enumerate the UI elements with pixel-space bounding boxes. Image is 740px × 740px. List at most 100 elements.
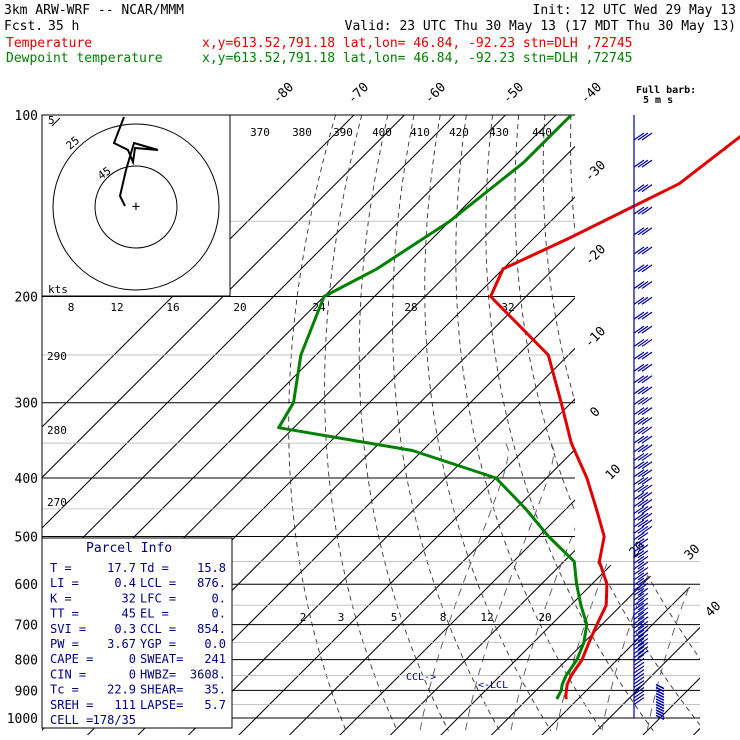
temperature-tick-label: -30: [582, 158, 609, 185]
ccl-marker: CCL->: [406, 672, 436, 683]
theta-label: 390: [333, 126, 353, 139]
temperature-tick-label: 0: [587, 404, 603, 420]
pressure-tick-label: 900: [15, 684, 38, 699]
wind-barb: [633, 642, 649, 651]
theta-label: 410: [410, 126, 430, 139]
isotherm-line: [486, 115, 700, 735]
parcel-info-cell: LI =: [50, 576, 79, 590]
parcel-info-cell: 178/35: [93, 713, 136, 727]
mixing-ratio-label: 2: [300, 611, 307, 624]
parcel-info-cell: SVI =: [50, 622, 86, 636]
wind-barb: [633, 484, 653, 493]
wind-barb: [633, 159, 653, 168]
wind-barb: [633, 597, 649, 606]
parcel-info-cell: 0.: [212, 591, 226, 605]
wind-barb: [633, 469, 653, 478]
temperature-tick-label: -40: [578, 80, 605, 107]
fcst-value: 35 h: [48, 19, 79, 34]
parcel-info-cell: 0.3: [114, 622, 136, 636]
isotherm-line: [183, 115, 700, 735]
parcel-info-cell: 17.7: [107, 561, 136, 575]
mixing-ratio-label: 8: [440, 611, 447, 624]
parcel-info-cell: CAPE =: [50, 652, 93, 666]
theta-label: 420: [449, 126, 469, 139]
dry-adiabat-line: [392, 115, 501, 732]
parcel-info-cell: YGP =: [140, 637, 176, 651]
wind-barb: [633, 311, 653, 320]
wind-barb: [633, 532, 649, 541]
dry-adiabat-line: [648, 115, 700, 732]
dry-adiabat-line: [424, 115, 552, 732]
wind-barb: [633, 661, 645, 670]
wind-barb: [633, 525, 653, 534]
wind-barb: [633, 544, 649, 553]
hodograph-trace: [112, 116, 159, 207]
wind-barb: [633, 582, 649, 591]
isotherm-line: [284, 115, 700, 735]
parcel-info-cell: 0.: [212, 607, 226, 621]
wind-barb: [633, 566, 649, 575]
dry-adiabat-line: [358, 115, 449, 732]
wind-barb: [633, 676, 645, 685]
wind-barb: [633, 611, 649, 620]
init-time: Init: 12 UTC Wed 29 May 13: [533, 3, 737, 18]
theta-label: 400: [372, 126, 392, 139]
temperature-tick-label: -10: [582, 324, 609, 351]
hodograph-ring-top: [51, 117, 61, 127]
dry-adiabat-line: [596, 115, 700, 732]
parcel-info-cell: 15.8: [197, 561, 226, 575]
wind-barb: [633, 561, 649, 570]
wind-barb: [633, 506, 653, 514]
pressure-tick-label: 1000: [7, 712, 38, 727]
wind-barb: [633, 264, 653, 273]
hodograph-speed-tick: 16: [166, 301, 179, 314]
hodograph-kts-label: kts: [48, 283, 68, 296]
wind-barb: [633, 396, 653, 405]
model-title: 3km ARW-WRF -- NCAR/MMM: [4, 3, 184, 18]
side-theta-label: 280: [47, 424, 67, 437]
temperature-tick-label: 10: [603, 462, 625, 484]
isotherm-line: [688, 115, 700, 735]
theta-label: 440: [532, 126, 552, 139]
wind-barb: [633, 477, 653, 486]
wind-barb: [633, 491, 653, 500]
parcel-info-cell: 0: [129, 652, 136, 666]
wind-barb: [633, 602, 649, 611]
dry-adiabat-line: [455, 115, 603, 732]
temperature-tick-label: 40: [703, 599, 725, 621]
isotherm-line: [233, 115, 700, 735]
dry-adiabat-line: [324, 115, 398, 731]
pressure-labels: 100 200 300 400 500 600 700 800 900 1000: [7, 109, 38, 727]
parcel-info-cell: 35.: [204, 683, 226, 697]
wind-barb: [633, 184, 653, 193]
parcel-info-cell: 22.9: [107, 683, 136, 697]
dewpoint-legend: Dewpoint temperature: [6, 51, 163, 66]
parcel-info-cell: 5.7: [204, 698, 226, 712]
moist-adiabat-line: [510, 442, 600, 731]
hodograph-center-marker: +: [132, 199, 140, 215]
theta-label: 380: [292, 126, 312, 139]
parcel-info-cell: Tc =: [50, 683, 79, 697]
parcel-info-cell: 45: [122, 607, 136, 621]
parcel-info-cell: CCL =: [140, 622, 176, 636]
header: 3km ARW-WRF -- NCAR/MMM Init: 12 UTC Wed…: [4, 3, 736, 66]
parcel-info-background: [41, 537, 233, 729]
pressure-tick-label: 300: [15, 397, 38, 412]
temperature-tick-label: -70: [345, 80, 372, 107]
mixing-ratio-labels: 2 3 5 8 12 20: [300, 611, 552, 624]
wind-barb: [633, 587, 649, 596]
temperature-tick-label: -20: [582, 242, 609, 269]
temperature-tick-label: 30: [682, 542, 704, 564]
valid-time: Valid: 23 UTC Thu 30 May 13 (17 MDT Thu …: [345, 19, 736, 34]
parcel-info-cell: T =: [50, 561, 72, 575]
dry-adiabat-line: [514, 115, 700, 732]
pressure-tick-label: 800: [15, 654, 38, 669]
wind-barb: [633, 452, 653, 461]
wind-barb: [633, 351, 653, 360]
wind-barb: [633, 592, 649, 601]
dry-adiabat-line: [288, 115, 347, 731]
wind-barb: [633, 435, 653, 444]
wind-barb: [633, 206, 653, 215]
parcel-info-cell: 3608.: [190, 667, 226, 681]
hodograph-inset: + 5 25 45 kts: [41, 114, 231, 297]
